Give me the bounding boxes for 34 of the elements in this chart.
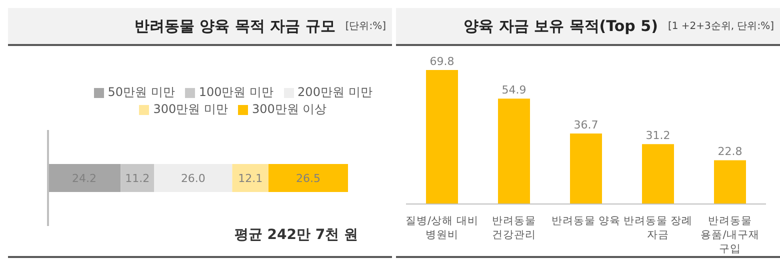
data-label: 22.8 [718,145,742,158]
data-label: 12.1 [238,172,263,185]
data-label: 31.2 [646,129,670,142]
data-label: 26.5 [296,172,320,185]
bar [570,134,602,204]
x-tick-label: 반려동물 건강관리 [492,215,536,241]
chart-subtitle: [1 +2+3순위, 단위:%] [668,20,774,33]
legend-label: 300만원 미만 [153,102,228,116]
bar [268,164,348,192]
data-label: 54.9 [502,84,526,97]
bar [232,164,268,192]
x-tick-label: 반려동물 용품/내구재 구입 [700,215,760,255]
data-label: 69.8 [430,55,454,68]
bar [120,164,154,192]
bar [714,160,746,204]
bar [154,164,232,192]
chart-subtitle: [단위:%] [345,20,386,33]
chart-title: 반려동물 양육 목적 자금 규모 [134,16,336,36]
bar [426,70,458,204]
legend-label: 300만원 이상 [252,102,327,116]
x-tick-label: 질병/상해 대비 병원비 [406,215,478,241]
bar [48,164,121,192]
data-label: 26.0 [180,172,206,185]
bar [498,98,530,204]
text: 평균 242만 7천 원 [233,226,359,244]
bar [642,144,674,204]
data-label: 36.7 [574,118,598,132]
x-tick-label: 반려동물 장례 자금 [623,215,693,241]
x-tick-label: 반려동물 양육 [551,215,621,227]
legend-label: 100만원 미만 [198,85,274,99]
legend-label: 50만원 미만 [108,85,175,99]
chart-title: 양육 자금 보유 목적(Top 5) [464,16,658,36]
data-label: 11.2 [125,172,150,185]
legend-label: 200만원 미만 [298,85,372,99]
